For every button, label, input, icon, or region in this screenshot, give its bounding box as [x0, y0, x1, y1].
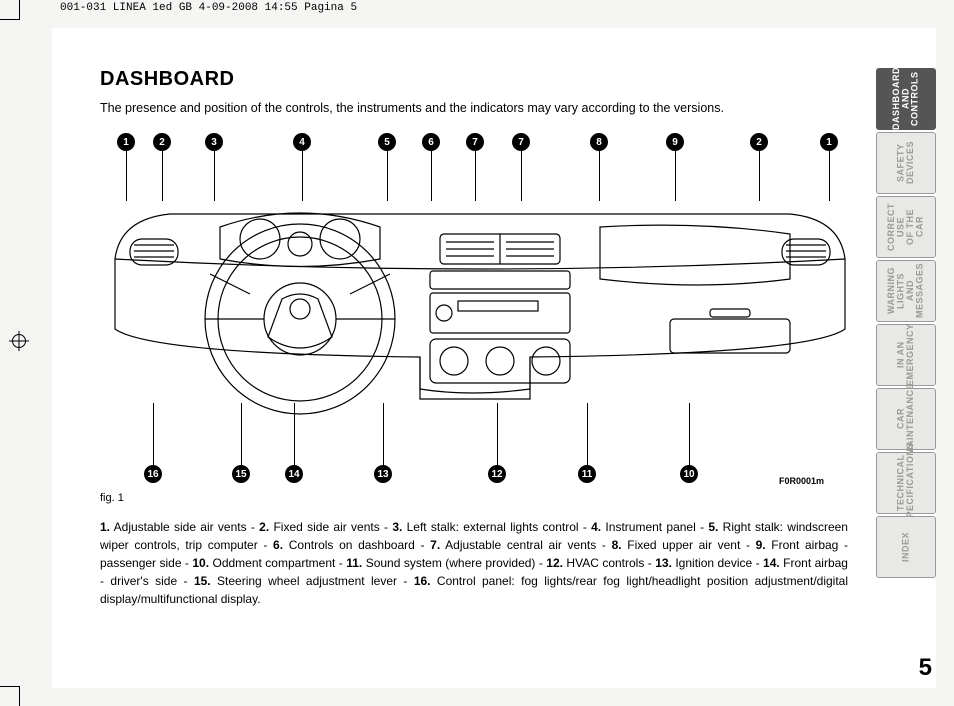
callout-marker: 15 — [232, 465, 250, 483]
leader-line — [675, 151, 676, 201]
intro-text: The presence and position of the control… — [100, 101, 848, 115]
leader-line — [475, 151, 476, 201]
leader-line — [241, 403, 242, 465]
callout-marker: 8 — [590, 133, 608, 151]
figure-caption: fig. 1 — [100, 492, 848, 504]
callout-marker: 2 — [750, 133, 768, 151]
section-tab[interactable]: IN AN EMERGENCY — [876, 324, 936, 386]
callout-marker: 11 — [578, 465, 596, 483]
callout-marker: 6 — [422, 133, 440, 151]
callout-marker: 16 — [144, 465, 162, 483]
print-header: 001-031 LINEA 1ed GB 4-09-2008 14:55 Pag… — [60, 2, 357, 14]
callout-marker: 7 — [466, 133, 484, 151]
leader-line — [153, 403, 154, 465]
leader-line — [829, 151, 830, 201]
callout-marker: 1 — [820, 133, 838, 151]
page-title: DASHBOARD — [100, 68, 848, 91]
section-tab[interactable]: CORRECT USE OF THE CAR — [876, 196, 936, 258]
section-tab[interactable]: WARNING LIGHTS AND MESSAGES — [876, 260, 936, 322]
section-tab[interactable]: TECHNICAL SPECIFICATIONS — [876, 452, 936, 514]
main-content: DASHBOARD The presence and position of t… — [52, 28, 876, 688]
callout-marker: 1 — [117, 133, 135, 151]
leader-line — [387, 151, 388, 201]
callout-marker: 3 — [205, 133, 223, 151]
leader-line — [302, 151, 303, 201]
leader-line — [294, 403, 295, 465]
figure-code: F0R0001m — [779, 476, 824, 486]
callout-marker: 7 — [512, 133, 530, 151]
crop-mark-tl — [0, 0, 20, 20]
registration-mark — [8, 330, 30, 352]
leader-line — [126, 151, 127, 201]
callout-marker: 5 — [378, 133, 396, 151]
callout-marker: 13 — [374, 465, 392, 483]
page-number: 5 — [919, 654, 932, 682]
leader-line — [214, 151, 215, 201]
section-tabs: DASHBOARD AND CONTROLSSAFETY DEVICESCORR… — [876, 28, 936, 688]
section-tab[interactable]: DASHBOARD AND CONTROLS — [876, 68, 936, 130]
callout-marker: 9 — [666, 133, 684, 151]
legend-text: 1. Adjustable side air vents - 2. Fixed … — [100, 518, 848, 608]
leader-line — [431, 151, 432, 201]
leader-line — [759, 151, 760, 201]
callout-marker: 4 — [293, 133, 311, 151]
leader-line — [497, 403, 498, 465]
page: DASHBOARD The presence and position of t… — [52, 28, 936, 688]
section-tab[interactable]: SAFETY DEVICES — [876, 132, 936, 194]
dashboard-drawing — [110, 179, 850, 429]
callout-marker: 14 — [285, 465, 303, 483]
leader-line — [521, 151, 522, 201]
crop-mark-bl — [0, 686, 20, 706]
callout-marker: 12 — [488, 465, 506, 483]
callout-marker: 10 — [680, 465, 698, 483]
leader-line — [689, 403, 690, 465]
dashboard-figure: F0R0001m 12345677892116151413121110 — [100, 133, 848, 488]
leader-line — [162, 151, 163, 201]
leader-line — [587, 403, 588, 465]
leader-line — [383, 403, 384, 465]
section-tab[interactable]: CAR MAINTENANCE — [876, 388, 936, 450]
section-tab[interactable]: INDEX — [876, 516, 936, 578]
callout-marker: 2 — [153, 133, 171, 151]
leader-line — [599, 151, 600, 201]
